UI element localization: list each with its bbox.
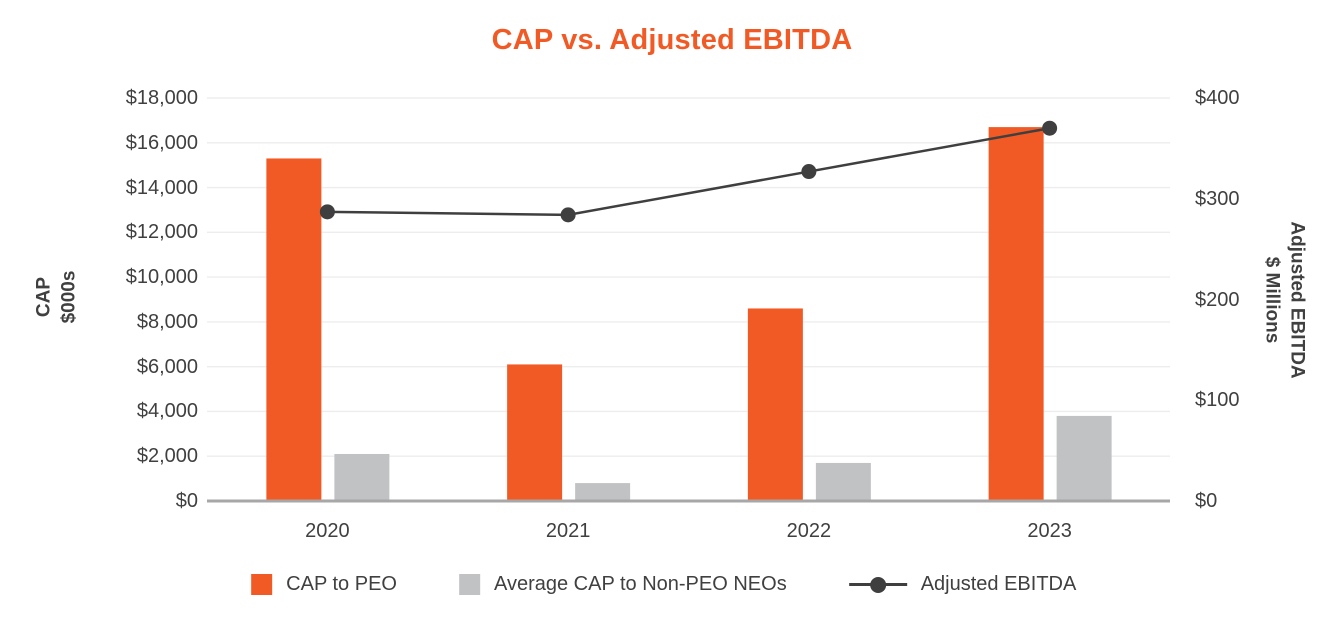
x-axis-label-2020: 2020 [305,520,350,542]
legend-item-adjusted-ebitda[interactable]: Adjusted EBITDA [848,573,1077,596]
adjusted-ebitda-point-2021 [560,207,576,223]
plot-canvas [207,97,1170,503]
chart-title: CAP vs. Adjusted EBITDA [491,24,853,56]
adjusted-ebitda-line [327,126,1050,217]
left-axis-tick-label: $14,000 [125,176,198,199]
bar-avg-cap-non-peo-2021 [575,483,631,501]
x-axis-label-2022: 2022 [786,520,832,542]
avg-cap-non-peo-swatch-icon [458,574,480,595]
bar-cap-to-peo-2022 [747,308,803,501]
legend: CAP to PEO Average CAP to Non-PEO NEOs A… [251,573,1076,596]
left-axis-tick-label: $8,000 [136,310,198,333]
adjusted-ebitda-point-2023 [1042,120,1058,136]
bar-avg-cap-non-peo-2022 [815,462,871,501]
legend-label-adjusted-ebitda: Adjusted EBITDA [920,573,1077,595]
left-axis-title-line1: CAP [33,276,55,318]
right-axis-tick-label: $300 [1195,187,1240,210]
right-axis-tick-label: $400 [1195,87,1240,109]
adjusted-ebitda-point-2022 [801,164,817,180]
left-axis-tick-label: $12,000 [125,221,198,244]
bar-avg-cap-non-peo-2023 [1056,415,1112,501]
plot-area [207,97,1170,503]
bar-cap-to-peo-2021 [507,364,563,501]
right-axis-tick-label: $100 [1195,389,1240,412]
left-axis-tick-label: $16,000 [125,131,198,154]
left-axis-tick-label: $0 [175,490,198,512]
line-dot-marker-icon [848,574,907,595]
legend-label-cap-to-peo: CAP to PEO [286,573,397,595]
right-axis-title: Adjusted EBITDA $ Millions [1259,221,1308,378]
left-axis-tick-label: $2,000 [136,445,198,468]
left-axis-tick-label: $4,000 [136,400,198,423]
bar-cap-to-peo-2023 [988,127,1044,501]
left-axis-tick-label: $6,000 [136,355,198,378]
x-axis-label-2023: 2023 [1027,520,1072,542]
adjusted-ebitda-point-2020 [319,204,335,220]
left-axis-tick-label: $10,000 [125,266,198,289]
right-axis-tick-label: $200 [1195,288,1240,311]
cap-to-peo-swatch-icon [251,574,273,595]
left-axis-tick-label: $18,000 [125,87,198,109]
legend-item-avg-cap-non-peo-neos[interactable]: Average CAP to Non-PEO NEOs [458,573,787,596]
bar-cap-to-peo-2020 [266,158,322,501]
x-axis-label-2021: 2021 [545,520,591,542]
legend-label-avg-cap-non-peo: Average CAP to Non-PEO NEOs [493,573,787,595]
legend-item-cap-to-peo[interactable]: CAP to PEO [251,573,397,596]
right-axis-tick-label: $0 [1195,490,1218,512]
right-axis-title-line2: $ Millions [1262,256,1283,344]
right-axis-title-line1: Adjusted EBITDA [1286,221,1308,379]
bar-avg-cap-non-peo-2020 [334,453,390,501]
